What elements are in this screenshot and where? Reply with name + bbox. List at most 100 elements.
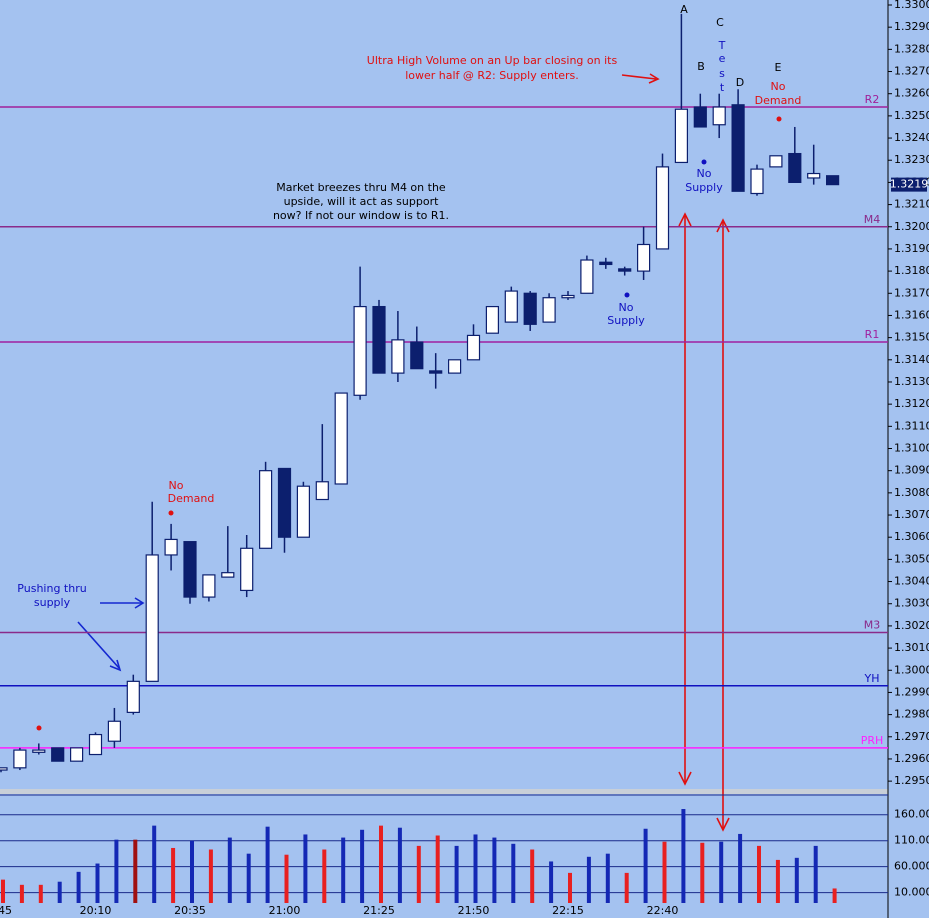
- annotation: Pushing thru: [17, 582, 86, 595]
- candle-body: [561, 294, 575, 299]
- candle-body: [51, 747, 65, 762]
- y-tick-label: 1.3260: [894, 87, 929, 100]
- y-tick-label: 1.3280: [894, 42, 929, 55]
- dot: [701, 159, 707, 165]
- candle-body: [466, 334, 481, 361]
- y-tick-label: 1.3080: [894, 486, 929, 499]
- level-label: PRH: [861, 734, 884, 747]
- markers: [36, 116, 782, 731]
- annotation: C: [716, 16, 724, 29]
- candle-body: [485, 305, 499, 334]
- dot: [168, 510, 174, 516]
- y-tick-label: 1.3250: [894, 109, 929, 122]
- y-tick-label: 1.2990: [894, 685, 929, 698]
- volume-tick-label: 160.000: [894, 808, 929, 821]
- annotation: lower half @ R2: Supply enters.: [405, 69, 579, 82]
- annotation: D: [736, 76, 744, 89]
- x-tick-label: 20:35: [174, 904, 206, 917]
- y-tick-label: 1.3290: [894, 20, 929, 33]
- volume-bar: [473, 834, 478, 903]
- annotation-arrows: [77, 73, 730, 832]
- candle-body: [429, 370, 443, 374]
- volume-bar: [643, 828, 648, 903]
- volume-bar: [624, 872, 629, 903]
- candle-body: [88, 733, 103, 756]
- candle-body: [825, 175, 840, 186]
- candle-body: [504, 290, 518, 323]
- level-label: M3: [864, 619, 881, 632]
- candle-body: [807, 172, 821, 179]
- volume-bar: [700, 842, 705, 903]
- candle-body: [636, 243, 651, 272]
- arrow-head: [109, 659, 122, 672]
- annotation: Demand: [755, 94, 802, 107]
- candle-body: [788, 152, 802, 184]
- annotation: B: [697, 60, 705, 73]
- candle-body: [259, 470, 273, 549]
- y-tick-label: 1.3210: [894, 198, 929, 211]
- annotation: No: [619, 301, 634, 314]
- volume-bar: [775, 859, 780, 903]
- candle-body: [523, 292, 537, 325]
- level-label: YH: [864, 672, 880, 685]
- volume-bar: [530, 849, 535, 903]
- y-tick-label: 1.3030: [894, 597, 929, 610]
- annotation: Supply: [607, 314, 645, 327]
- y-tick-label: 1.3070: [894, 508, 929, 521]
- candle-body: [618, 268, 632, 272]
- volume-bar: [190, 840, 194, 903]
- y-tick-label: 1.3200: [894, 220, 929, 233]
- dot: [36, 725, 42, 731]
- level-label: M4: [864, 213, 881, 226]
- volume-bar: [133, 839, 138, 903]
- last-price-label: 1.3219: [890, 178, 929, 191]
- volume-bar: [454, 845, 459, 903]
- annotation: No: [771, 80, 786, 93]
- candle-body: [410, 341, 424, 370]
- annotation: T: [718, 39, 726, 52]
- y-tick-label: 1.3170: [894, 286, 929, 299]
- volume-bar: [1, 879, 5, 903]
- y-tick-label: 1.3010: [894, 641, 929, 654]
- candle-body: [712, 106, 726, 126]
- volume-bar: [76, 871, 81, 903]
- volume-bar: [303, 834, 308, 903]
- candle-body: [580, 259, 594, 294]
- volume-bar: [662, 841, 667, 903]
- volume-bar: [360, 829, 365, 903]
- y-tick-label: 1.3160: [894, 308, 929, 321]
- volume-bar: [416, 845, 421, 903]
- volume-bar: [208, 849, 213, 903]
- candle-body: [599, 261, 613, 266]
- annotation: E: [775, 61, 782, 74]
- volume-tick-label: 60.000: [894, 860, 929, 873]
- y-tick-label: 1.3120: [894, 397, 929, 410]
- level-label: R2: [865, 93, 880, 106]
- candle-body: [353, 305, 367, 396]
- volume-bar: [549, 861, 554, 903]
- annotation: Market breezes thru M4 on the: [276, 181, 446, 194]
- arrow: [77, 621, 120, 669]
- volume-bar: [568, 872, 572, 903]
- y-tick-label: 1.3090: [894, 464, 929, 477]
- volume-bar: [794, 857, 799, 903]
- volume-bar: [757, 845, 761, 903]
- candle-body: [126, 680, 140, 713]
- y-tick-label: 1.3150: [894, 331, 929, 344]
- candle-body: [107, 720, 122, 742]
- y-tick-label: 1.3000: [894, 663, 929, 676]
- volume-bar: [586, 856, 591, 903]
- x-tick-label: 21:50: [458, 904, 490, 917]
- volume-bar: [719, 841, 724, 903]
- candle-body: [731, 104, 745, 192]
- annotation: No: [169, 479, 184, 492]
- dot: [624, 292, 630, 298]
- annotation: Demand: [168, 492, 215, 505]
- volume-bar: [492, 837, 497, 903]
- annotation: A: [680, 3, 688, 16]
- candle-body: [750, 168, 764, 195]
- y-tick-label: 1.3240: [894, 131, 929, 144]
- candle-body: [315, 481, 329, 501]
